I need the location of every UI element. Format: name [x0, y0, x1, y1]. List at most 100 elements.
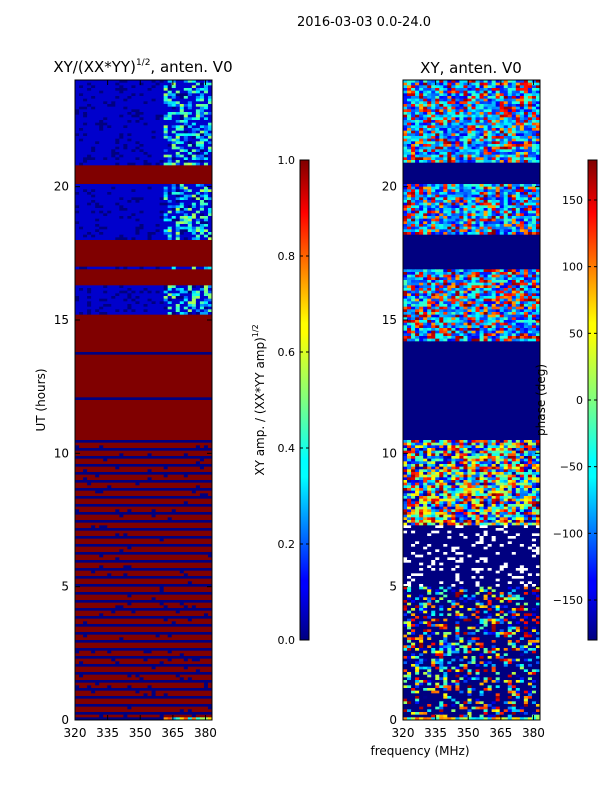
- phase-cell: [479, 82, 485, 86]
- phase-cell: [431, 442, 436, 446]
- amp-cell: [167, 474, 185, 478]
- phase-cell: [495, 202, 501, 206]
- phase-cell: [511, 232, 517, 236]
- phase-cell: [483, 202, 489, 206]
- phase-cell: [411, 125, 416, 129]
- phase-cell: [519, 112, 525, 116]
- phase-cell: [447, 496, 452, 500]
- phase-cell: [435, 200, 440, 204]
- amp-cell: [191, 224, 201, 228]
- amp-cell: [167, 517, 173, 521]
- phase-cell: [455, 200, 461, 204]
- amp-cell: [171, 189, 177, 193]
- phase-cell: [423, 312, 428, 316]
- phase-cell: [479, 272, 485, 276]
- phase-cell: [535, 322, 540, 326]
- phase-cell: [407, 210, 412, 214]
- phase-cell: [487, 104, 493, 108]
- phase-cell: [419, 210, 424, 214]
- amp-cell: [111, 485, 197, 489]
- amp-cell: [195, 98, 201, 102]
- amp-cell: [99, 474, 165, 478]
- phase-cell: [403, 112, 408, 116]
- phase-cell: [507, 482, 513, 486]
- phase-cell: [503, 488, 509, 492]
- amp-cell: [179, 237, 185, 241]
- amp-cell: [127, 133, 133, 137]
- phase-cell: [435, 125, 440, 129]
- phase-cell: [447, 480, 452, 484]
- phase-cell: [471, 304, 477, 308]
- phase-cell: [511, 448, 517, 452]
- phase-cell: [463, 338, 469, 342]
- phase-cell: [487, 205, 493, 209]
- phase-cell: [511, 493, 517, 497]
- amp-cell: [187, 237, 193, 241]
- phase-cell: [523, 109, 529, 113]
- amp-cell: [203, 224, 209, 228]
- phase-cell: [483, 192, 489, 196]
- phase-cell: [443, 317, 448, 321]
- phase-cell: [535, 184, 540, 188]
- amp-cell: [207, 304, 212, 308]
- phase-cell: [443, 149, 448, 153]
- phase-cell: [495, 133, 501, 137]
- phase-cell: [519, 496, 525, 500]
- phase-cell: [527, 490, 533, 494]
- phase-cell: [403, 162, 540, 166]
- phase-cell: [447, 285, 452, 289]
- amp-cell: [191, 125, 201, 129]
- phase-cell: [519, 88, 525, 92]
- amp-cell: [123, 453, 149, 457]
- amp-cell: [207, 293, 212, 297]
- amp-cell: [207, 306, 212, 310]
- phase-cell: [511, 210, 517, 214]
- phase-cell: [435, 232, 440, 236]
- amp-cell: [143, 224, 157, 228]
- phase-cell: [431, 101, 436, 105]
- phase-cell: [479, 200, 485, 204]
- phase-cell: [439, 200, 444, 204]
- phase-cell: [495, 154, 501, 158]
- phase-cell: [483, 298, 489, 302]
- phase-cell: [511, 274, 517, 278]
- phase-cell: [435, 477, 440, 481]
- phase-cell: [403, 168, 540, 172]
- phase-cell: [439, 290, 444, 294]
- amp-cell: [167, 101, 173, 105]
- amp-cell: [207, 717, 212, 720]
- amp-axes-frame: [74, 79, 213, 721]
- phase-cell: [487, 293, 493, 297]
- phase-cell: [415, 141, 420, 145]
- phase-cell: [407, 122, 412, 126]
- amp-cell: [187, 717, 193, 720]
- phase-cell: [419, 160, 424, 164]
- phase-cell: [499, 224, 505, 228]
- phase-cell: [519, 328, 525, 332]
- amp-cell: [159, 224, 177, 228]
- amp-cell: [195, 234, 201, 238]
- phase-cell: [463, 117, 469, 121]
- phase-cell: [535, 450, 540, 454]
- phase-cell: [443, 96, 448, 100]
- phase-cell: [507, 141, 513, 145]
- phase-cell: [467, 90, 473, 94]
- amp-cell: [207, 112, 212, 116]
- phase-cell: [451, 274, 456, 278]
- phase-cell: [451, 330, 456, 334]
- phase-cell: [419, 194, 424, 198]
- phase-cell: [511, 338, 517, 342]
- phase-cell: [459, 98, 465, 102]
- phase-cell: [407, 285, 412, 289]
- phase-cell: [487, 448, 493, 452]
- phase-cell: [491, 202, 497, 206]
- phase-cell: [447, 453, 452, 457]
- phase-cell: [427, 125, 432, 129]
- amp-cell: [75, 253, 212, 257]
- phase-cell: [507, 80, 513, 84]
- amp-cell: [115, 88, 128, 92]
- phase-cell: [531, 309, 537, 313]
- phase-cell: [419, 208, 424, 212]
- amp-cell: [203, 189, 209, 193]
- phase-cell: [427, 154, 432, 158]
